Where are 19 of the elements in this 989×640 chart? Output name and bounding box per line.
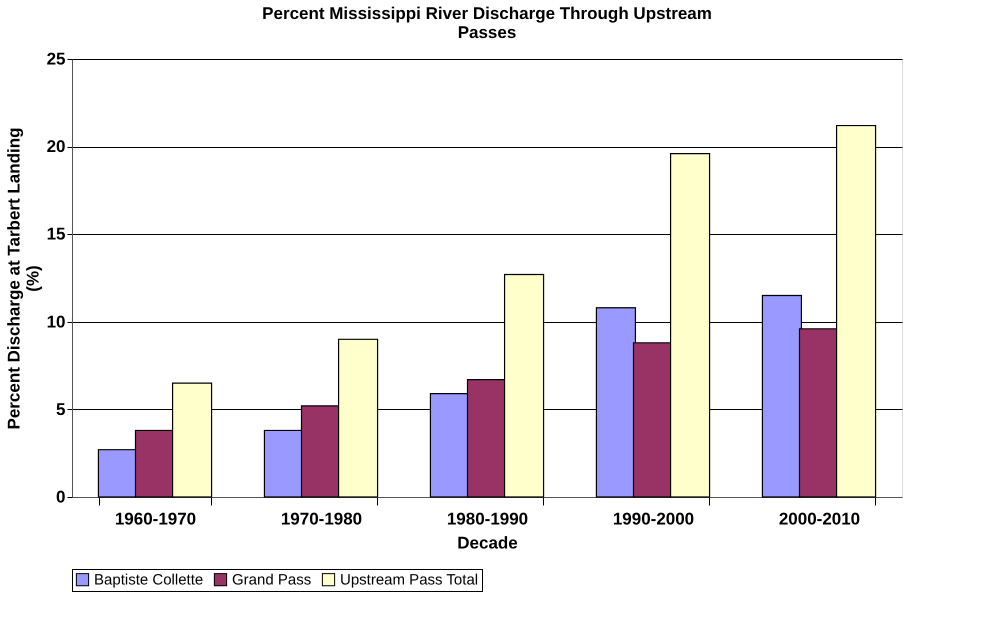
y-tick-label: 20 <box>46 137 66 156</box>
x-tick-label: 2000-2010 <box>778 510 860 528</box>
x-tick-label: 1960-1970 <box>114 510 196 528</box>
legend-label: Upstream Pass Total <box>340 572 478 589</box>
y-tick-label: 10 <box>46 312 66 332</box>
text: Percent Discharge at Tarbert Landing <box>4 128 24 430</box>
legend-label: Baptiste Collette <box>94 572 204 589</box>
text: (%) <box>24 265 43 292</box>
x-axis-title: Decade <box>457 534 518 552</box>
text: Passes <box>458 23 516 42</box>
legend-label: Grand Pass <box>232 572 312 589</box>
y-tick-label: 0 <box>56 488 66 506</box>
y-tick-label: 5 <box>56 400 66 419</box>
x-tick-label: 1970-1980 <box>280 510 362 528</box>
text: Percent Mississippi River Discharge Through Upstream <box>262 4 712 23</box>
y-tick-label: 15 <box>46 224 66 244</box>
x-tick-label: 1990-2000 <box>612 510 694 528</box>
y-tick-label: 25 <box>46 50 66 68</box>
x-tick-label: 1980-1990 <box>446 510 528 528</box>
